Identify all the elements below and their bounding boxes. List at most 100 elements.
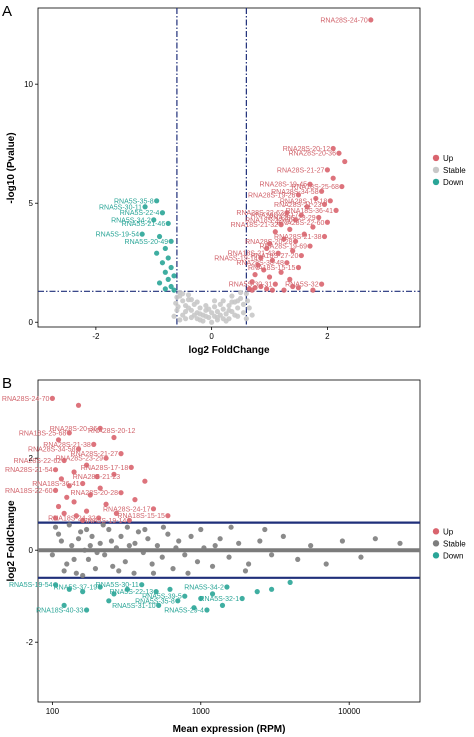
data-point-stable_b <box>97 540 103 546</box>
data-point-stable <box>244 298 251 304</box>
ma-y-axis-title: log2 FoldChange <box>6 500 17 582</box>
data-point-up <box>290 283 296 290</box>
data-point-down <box>168 283 174 290</box>
data-point-down <box>66 586 72 592</box>
gene-label: RNA28S-34-58 <box>271 189 319 196</box>
data-point-up <box>307 181 313 187</box>
data-point-down <box>168 238 174 244</box>
x-tick-label: 1000 <box>192 707 210 716</box>
legend-label-down: Down <box>443 178 463 187</box>
data-point-down <box>142 204 148 210</box>
data-point-stable_b <box>372 536 378 542</box>
data-point-stable <box>220 298 226 304</box>
data-point-down <box>111 591 117 597</box>
data-point-stable_b <box>61 568 67 574</box>
data-point-up <box>71 469 77 475</box>
data-point-up <box>264 245 270 252</box>
data-point-up <box>342 158 348 165</box>
data-point-up <box>83 462 90 468</box>
data-point-up <box>269 257 276 263</box>
data-point-stable_b <box>165 531 171 537</box>
data-point-stable_b <box>124 524 130 530</box>
data-point-stable_b <box>295 556 301 563</box>
data-point-stable <box>240 301 247 307</box>
data-point-stable <box>180 291 186 297</box>
data-point-stable_b <box>397 540 403 546</box>
gene-label: RNA5S-29-4 <box>164 608 204 615</box>
data-point-up <box>58 476 64 482</box>
data-point-stable <box>191 312 197 318</box>
data-point-up <box>91 441 97 447</box>
data-point-stable_b <box>145 536 151 542</box>
data-point-stable_b <box>131 570 137 576</box>
data-point-stable_b <box>173 545 179 551</box>
data-point-up <box>319 281 325 287</box>
data-point-stable_b <box>49 552 55 558</box>
data-point-up <box>292 217 299 223</box>
data-point-up <box>97 485 103 491</box>
data-point-stable <box>182 316 189 322</box>
data-point-up <box>103 501 109 507</box>
gene-label: RNA28S-21-27 <box>277 167 325 174</box>
data-point-stable <box>200 318 206 324</box>
volcano-legend: Up Stable Down <box>432 154 466 187</box>
gene-label: RNA28S-21-38 <box>274 234 322 241</box>
x-tick-label: 0 <box>209 332 214 341</box>
data-point-stable <box>194 316 200 322</box>
data-point-up <box>165 513 171 519</box>
data-point-stable_b <box>308 543 314 549</box>
gene-label: RNA28S-20-12 <box>88 428 136 435</box>
data-point-up <box>261 267 267 273</box>
gene-label: RNA28S-21-54 <box>5 467 53 474</box>
data-point-stable <box>203 313 209 319</box>
data-point-down <box>106 598 112 604</box>
data-point-stable_b <box>160 524 167 530</box>
data-point-down <box>83 607 90 613</box>
data-point-stable <box>185 305 192 311</box>
gene-label: RNA18S-36-41 <box>286 208 334 215</box>
data-point-up <box>264 286 270 292</box>
data-point-down <box>151 217 157 223</box>
data-point-up <box>249 279 255 285</box>
legend-label-up: Up <box>443 527 454 536</box>
gene-label: RNA5S-34-2 <box>111 217 151 224</box>
data-point-up <box>313 195 319 202</box>
gene-label: RNA28S-19-45 <box>260 182 308 189</box>
data-point-down <box>165 220 171 227</box>
data-point-up <box>118 451 124 457</box>
data-point-up <box>150 506 157 512</box>
data-point-down <box>167 586 173 592</box>
gene-label: RNA5S-19-14 <box>214 255 258 262</box>
data-point-up <box>272 229 278 235</box>
volcano-x-axis-title: log2 FoldChange <box>188 345 270 356</box>
data-point-stable <box>209 310 215 316</box>
gene-label: RNA28S-24-17 <box>251 213 299 220</box>
data-point-stable_b <box>100 522 106 528</box>
data-point-down <box>156 233 163 240</box>
data-point-up <box>321 201 328 207</box>
data-point-stable_b <box>149 561 155 567</box>
data-point-down <box>124 586 130 592</box>
gene-label: RNA28S-20-12 <box>283 146 331 153</box>
data-point-down <box>97 584 103 590</box>
data-point-up <box>126 517 132 523</box>
data-point-stable_b <box>228 524 234 530</box>
gene-label: RNA18S-36-41 <box>32 481 80 488</box>
data-point-stable <box>232 312 238 318</box>
data-point-up <box>61 510 67 516</box>
volcano-y-axis-title: -log10 (Pvalue) <box>6 132 17 203</box>
data-point-up <box>75 402 82 408</box>
data-point-stable_b <box>80 572 86 579</box>
data-point-up <box>327 198 333 204</box>
gene-label: RNA28S-22-62 <box>14 458 62 465</box>
data-point-stable_b <box>201 545 207 551</box>
gene-label: RNA18S-22-60 <box>5 488 53 495</box>
data-point-up <box>55 503 62 510</box>
gene-label: RNA28S-22-60 <box>277 220 325 227</box>
data-point-down <box>165 276 171 282</box>
data-point-stable_b <box>236 540 242 546</box>
data-point-up <box>55 437 62 443</box>
data-point-up <box>324 167 330 173</box>
